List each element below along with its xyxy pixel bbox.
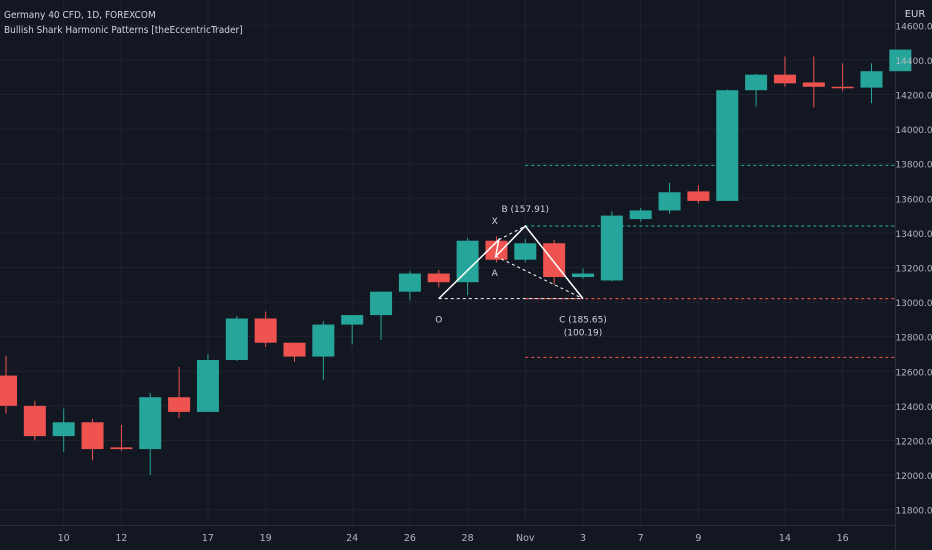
- time-tick-label: 19: [260, 533, 272, 544]
- price-tick-label: 14200.0: [895, 92, 932, 102]
- candle-body: [254, 318, 277, 343]
- time-tick-label: Nov: [516, 533, 535, 544]
- time-tick-label: 14: [779, 533, 791, 544]
- candle-body: [139, 397, 162, 450]
- pattern-ac-dashed: [495, 255, 584, 300]
- candle-body: [745, 74, 768, 91]
- price-tick-label: 12200.0: [895, 437, 932, 447]
- price-tick-label: 12400.0: [895, 403, 932, 413]
- currency-label: EUR: [905, 9, 926, 20]
- candle-body: [831, 86, 854, 89]
- time-tick-label: 7: [638, 533, 644, 544]
- time-tick-label: 3: [580, 533, 586, 544]
- price-tick-label: 13200.0: [895, 265, 932, 275]
- candle-body: [629, 210, 652, 220]
- candle-body: [773, 74, 796, 84]
- time-tick-label: 28: [462, 533, 474, 544]
- candle-body: [81, 422, 104, 450]
- candle-body: [168, 397, 191, 412]
- candle-body: [196, 360, 219, 412]
- price-tick-label: 13000.0: [895, 299, 932, 309]
- candle-body: [600, 215, 623, 281]
- candle-body: [110, 447, 133, 450]
- candle-body: [52, 422, 75, 437]
- pattern-label-c: C (185.65): [559, 316, 607, 326]
- candle-body: [370, 291, 393, 316]
- time-tick-label: 17: [202, 533, 214, 544]
- candle-body: [341, 315, 364, 325]
- pattern-label-ratio: (100.19): [564, 329, 603, 339]
- pattern-label-b: B (157.91): [502, 205, 550, 215]
- candle-body: [398, 273, 421, 292]
- time-tick-label: 24: [346, 533, 358, 544]
- pattern-label-o: O: [435, 316, 442, 326]
- candle-body: [687, 191, 710, 201]
- symbol-title: Germany 40 CFD, 1D, FOREXCOM: [4, 10, 156, 21]
- price-tick-label: 14000.0: [895, 126, 932, 136]
- price-tick-label: 11800.0: [895, 507, 932, 517]
- price-tick-label: 13400.0: [895, 230, 932, 240]
- candle-body: [23, 405, 46, 437]
- candle-body: [456, 240, 479, 283]
- candle-body: [860, 71, 883, 88]
- pattern-label-a: A: [492, 269, 499, 279]
- price-tick-label: 14600.0: [895, 22, 932, 32]
- candle-body: [225, 318, 248, 361]
- candle-body: [0, 375, 17, 406]
- pattern-label-x: X: [492, 217, 498, 227]
- candle-body: [658, 192, 681, 211]
- candle-body: [802, 82, 825, 87]
- candle-body: [283, 342, 306, 357]
- time-tick-label: 26: [404, 533, 416, 544]
- price-tick-label: 12800.0: [895, 334, 932, 344]
- price-tick-label: 12600.0: [895, 368, 932, 378]
- price-tick-label: 13800.0: [895, 161, 932, 171]
- time-tick-label: 9: [695, 533, 701, 544]
- price-tick-label: 14400.0: [895, 57, 932, 67]
- time-tick-label: 16: [837, 533, 849, 544]
- time-tick-label: 12: [115, 533, 127, 544]
- candle-body: [514, 243, 537, 260]
- candle-body: [716, 90, 739, 201]
- candle-body: [889, 49, 912, 72]
- pattern-xb-dashed: [498, 225, 526, 241]
- time-tick-label: 10: [58, 533, 70, 544]
- indicator-title: Bullish Shark Harmonic Patterns [theEcce…: [4, 25, 243, 36]
- candle-body: [427, 273, 450, 283]
- price-tick-label: 12000.0: [895, 472, 932, 482]
- price-tick-label: 13600.0: [895, 195, 932, 205]
- candle-body: [572, 273, 594, 278]
- candle-body: [312, 324, 335, 357]
